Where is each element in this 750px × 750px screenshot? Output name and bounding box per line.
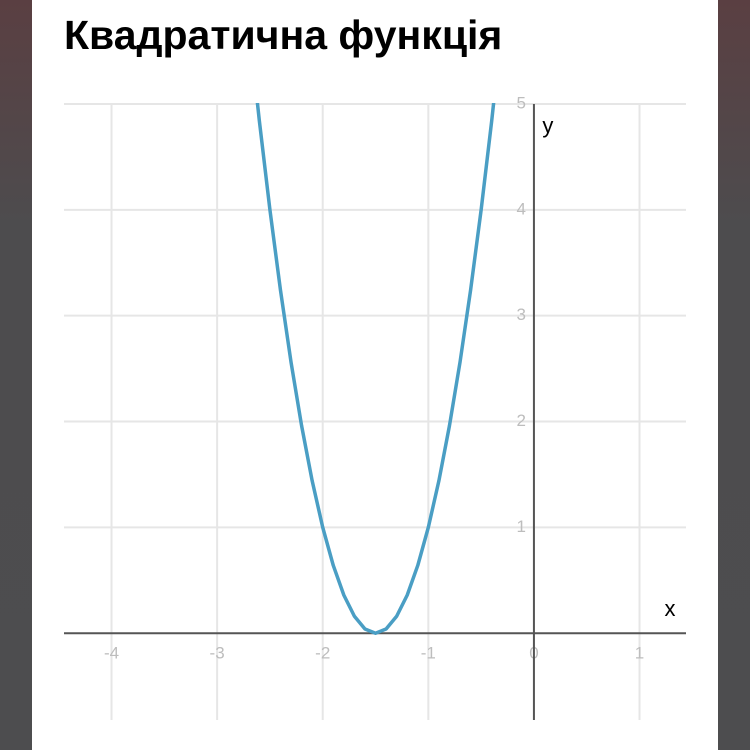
plot-area <box>255 103 496 635</box>
y-tick-label: 4 <box>516 199 525 218</box>
y-tick-label: 3 <box>516 305 525 324</box>
x-tick-label: -1 <box>421 644 436 663</box>
y-tick-label: 2 <box>516 411 525 430</box>
x-tick-label: -3 <box>210 644 225 663</box>
x-tick-label: -2 <box>315 644 330 663</box>
y-tick-label: 1 <box>516 517 525 536</box>
x-axis-label: x <box>665 596 676 621</box>
panel: Квадратична функція <box>32 0 718 750</box>
chart-title: Квадратична функція <box>64 12 503 58</box>
x-tick-label: 1 <box>635 644 644 663</box>
y-axis-label: y <box>542 113 553 138</box>
y-tick-label: 5 <box>516 93 525 112</box>
x-tick-label: -4 <box>104 644 119 663</box>
curve <box>255 103 496 635</box>
